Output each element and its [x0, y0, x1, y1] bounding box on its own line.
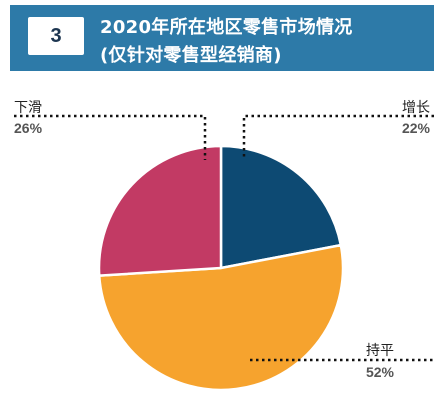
section-number-badge: 3: [28, 17, 84, 55]
slice-value-decline: 26%: [14, 120, 43, 136]
chart-title: 2020年所在地区零售市场情况: [100, 17, 353, 38]
title-banner: 3 2020年所在地区零售市场情况 (仅针对零售型经销商): [10, 5, 434, 71]
slice-value-flat: 52%: [365, 364, 394, 380]
chart-subtitle: (仅针对零售型经销商): [100, 45, 282, 66]
slice-label-decline: 下滑: [14, 100, 42, 116]
pie-slice-growth: [219, 144, 343, 270]
pie-slices: [97, 144, 345, 392]
slice-value-growth: 22%: [401, 120, 430, 136]
pie-slice-decline: [97, 144, 223, 277]
slice-label-growth: 增长: [402, 100, 430, 116]
slice-label-flat: 持平: [366, 343, 394, 359]
leader-lines: [14, 114, 434, 362]
pie-slice-flat: [97, 243, 345, 392]
